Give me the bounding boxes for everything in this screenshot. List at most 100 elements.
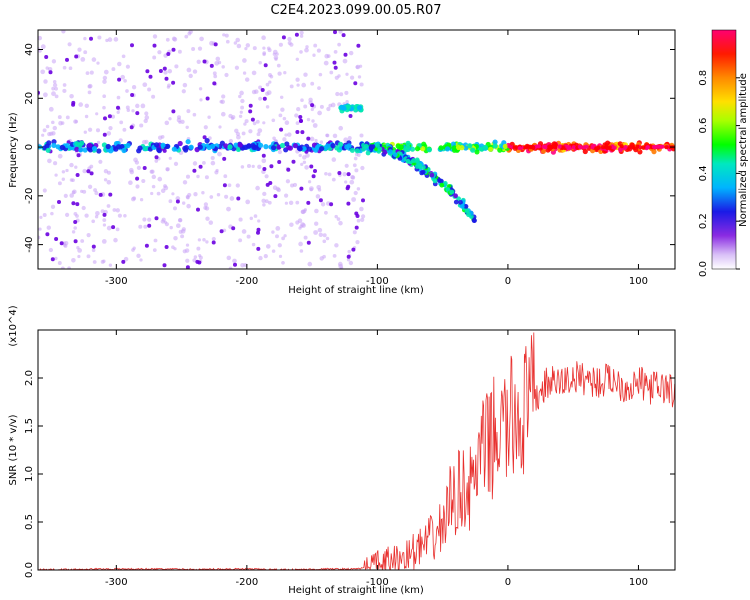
spectrogram-band-cell [492, 143, 498, 149]
spectrogram-scatter-cell [192, 112, 197, 117]
spectrogram-band-cell [96, 148, 102, 154]
spectrogram-band-cell [455, 144, 462, 151]
spectrogram-scatter-cell [52, 82, 58, 88]
spectrogram-scatter-cell [48, 106, 54, 112]
spectrogram-band-cell [354, 148, 360, 154]
spectrogram-scatter-cell [53, 161, 58, 166]
spectrogram-scatter-cell [257, 219, 261, 223]
spectrogram-scatter-cell [139, 258, 143, 262]
spectrogram-scatter-cell [343, 52, 348, 57]
spectrogram-scatter-cell [277, 71, 282, 76]
spectrogram-scatter-cell [326, 54, 331, 58]
spectrogram-scatter-cell [265, 182, 270, 187]
spectrogram-scatter-cell [121, 259, 126, 264]
spectrogram-peak-cell [517, 146, 522, 151]
spectrogram-scatter-cell [306, 240, 311, 245]
spectrogram-scatter-cell [141, 178, 146, 184]
spectrogram-scatter-cell [303, 72, 308, 77]
spectrogram-scatter-cell [60, 121, 65, 125]
spectrogram-scatter-cell [232, 258, 237, 264]
spectrogram-scatter-cell [106, 180, 112, 185]
spectrogram-scatter-cell [131, 85, 137, 90]
spectrogram-scatter-cell [347, 136, 352, 141]
spectrogram-scatter-cell [354, 152, 359, 157]
spectrogram-scatter-cell [275, 226, 281, 231]
snr-xtick-label: -300 [105, 577, 128, 588]
spectrogram-scatter-cell [261, 198, 266, 203]
spectrogram-scatter-cell [51, 59, 57, 64]
spectrogram-scatter-cell [71, 201, 76, 206]
spectrogram-peak-cell [577, 144, 582, 149]
spectrogram-scatter-cell [262, 51, 267, 55]
spectrogram-scatter-cell [117, 213, 122, 218]
spectrogram-scatter-cell [196, 174, 200, 179]
spectrogram-scatter-cell [192, 161, 198, 166]
spectrogram-scatter-cell [312, 53, 316, 57]
spectrogram-scatter-cell [213, 74, 218, 79]
spectrogram-scatter-cell [164, 245, 169, 249]
spectrogram-scatter-cell [73, 226, 77, 230]
spectrogram-branch-cell [411, 158, 417, 163]
spectrogram-scatter-cell [157, 176, 163, 182]
spectrogram-scatter-cell [42, 213, 47, 217]
spectrogram-scatter-cell [238, 217, 243, 222]
spectrogram-scatter-cell [210, 160, 216, 166]
spectrogram-scatter-cell [266, 46, 271, 51]
spectrogram-scatter-cell [235, 183, 240, 188]
spectrogram-ytick-label: 20 [24, 92, 35, 105]
spectrogram-scatter-cell [343, 137, 349, 143]
spectrogram-scatter-cell [180, 119, 185, 125]
spectrogram-scatter-cell [39, 215, 43, 220]
spectrogram-scatter-cell [178, 229, 183, 234]
spectrogram-branch-cell [432, 178, 438, 184]
spectrogram-scatter-cell [96, 140, 101, 145]
spectrogram-band-cell [137, 145, 143, 151]
colorbar-label: Normalized spectral amplitude [738, 73, 749, 227]
spectrogram-scatter-cell [337, 42, 341, 47]
spectrogram-scatter-cell [198, 87, 203, 91]
spectrogram-scatter-cell [265, 244, 271, 249]
spectrogram-scatter-cell [40, 69, 46, 75]
spectrogram-scatter-cell [233, 41, 238, 45]
spectrogram-scatter-cell [178, 218, 183, 223]
spectrogram-scatter-cell [193, 192, 198, 197]
spectrogram-upper-cell [346, 104, 352, 110]
spectrogram-scatter-cell [359, 206, 364, 212]
spectrogram-scatter-cell [87, 127, 93, 132]
spectrogram-scatter-cell [203, 125, 208, 130]
spectrogram-scatter-cell [242, 58, 247, 63]
spectrogram-scatter-cell [84, 114, 89, 119]
spectrogram-scatter-cell [236, 43, 242, 49]
spectrogram-scatter-cell [263, 253, 268, 259]
spectrogram-band-cell [258, 142, 264, 148]
spectrogram-scatter-cell [265, 82, 270, 87]
spectrogram-scatter-cell [342, 58, 348, 64]
spectrogram-scatter-cell [84, 103, 90, 109]
spectrogram-scatter-cell [299, 186, 304, 191]
spectrogram-scatter-cell [173, 206, 177, 211]
spectrogram-scatter-cell [262, 203, 266, 207]
spectrogram-scatter-cell [108, 192, 113, 197]
spectrogram-scatter-cell [89, 36, 93, 41]
spectrogram-scatter-cell [251, 164, 255, 169]
spectrogram-scatter-cell [198, 164, 203, 169]
spectrogram-scatter-cell [245, 43, 251, 48]
spectrogram-band-cell [467, 143, 473, 149]
spectrogram-scatter-cell [309, 186, 314, 191]
spectrogram-scatter-cell [306, 200, 311, 205]
spectrogram-scatter-cell [300, 209, 305, 214]
spectrogram-band-cell [502, 143, 508, 149]
spectrogram-scatter-cell [60, 266, 65, 269]
spectrogram-band-cell [474, 149, 480, 155]
spectrogram-scatter-cell [240, 165, 245, 169]
spectrogram-band-cell [246, 143, 252, 149]
spectrogram-scatter-cell [147, 223, 152, 228]
spectrogram-scatter-cell [61, 170, 66, 174]
spectrogram-scatter-cell [123, 256, 129, 262]
spectrogram-scatter-cell [258, 96, 263, 101]
spectrogram-scatter-cell [50, 257, 55, 262]
snr-plot-area [38, 330, 675, 570]
spectrogram-scatter-cell [215, 56, 221, 62]
spectrogram-scatter-cell [80, 189, 84, 194]
spectrogram-band-cell [143, 146, 149, 152]
